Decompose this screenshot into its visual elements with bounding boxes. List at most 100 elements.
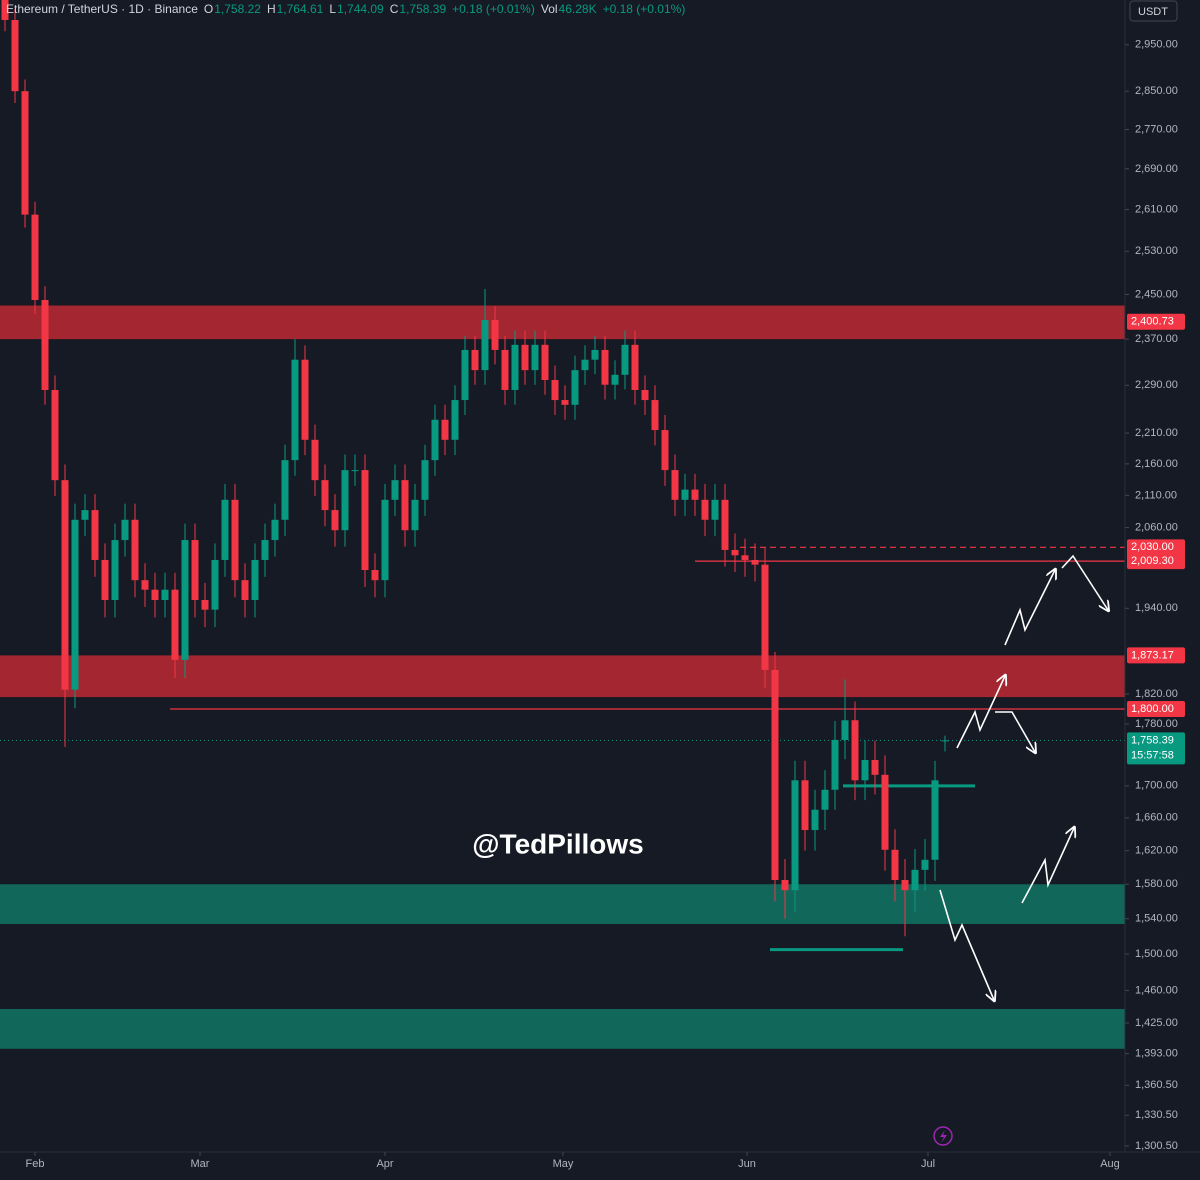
candle-body [591,349,599,360]
candle-body [401,480,409,531]
candle-body [921,859,929,870]
candle-body [871,759,879,775]
header-h-label: H [267,2,276,16]
candle-body [911,869,919,891]
y-tick-label: 1,660.00 [1135,812,1178,824]
y-tick-label: 2,950.00 [1135,39,1178,51]
candle-body [751,559,759,565]
candle-body [691,489,699,500]
y-tick-label: 2,370.00 [1135,333,1178,345]
candle-body [821,789,829,810]
y-tick-label: 1,425.00 [1135,1017,1178,1029]
y-tick-label: 2,530.00 [1135,245,1178,257]
candle-body [931,780,939,860]
y-tick-label: 1,580.00 [1135,878,1178,890]
y-tick-label: 2,690.00 [1135,163,1178,175]
candle-body [831,739,839,790]
candle-body [701,499,709,520]
candle-body [781,879,789,891]
candle-body [31,214,39,300]
candle-body [901,879,909,891]
y-tick-label: 2,850.00 [1135,85,1178,97]
candle-body [531,344,539,371]
y-tick-label: 1,780.00 [1135,718,1178,730]
candle-body [801,780,809,831]
y-tick-label: 1,460.00 [1135,984,1178,996]
header-o: 1,758.22 [214,2,261,16]
header-l: 1,744.09 [337,2,384,16]
candle-body [511,344,519,390]
zone [0,655,1125,698]
candle-body [311,439,319,481]
header-vol-label: Vol [541,2,558,16]
candle-body [161,589,169,600]
candle-body [171,589,179,660]
price-label-box [1127,700,1185,717]
candle-body [191,540,199,600]
candle-body [741,555,749,560]
candle-body [661,430,669,471]
watermark: @TedPillows [472,828,643,859]
candle-body [861,759,869,781]
candle-body [141,580,149,590]
price-label-box [1127,539,1185,556]
header-h: 1,764.61 [277,2,324,16]
candle-body [471,349,479,371]
currency: USDT [1138,6,1168,18]
candle-body [491,319,499,350]
candle-body [651,400,659,431]
header: Ethereum / TetherUS · 1D · Binance O 1,758… [6,2,685,16]
price-label-box [1127,732,1185,765]
y-tick-label: 2,770.00 [1135,123,1178,135]
projection-arrows [939,554,1108,1000]
candle-body [281,460,289,520]
candle-body [501,349,509,390]
candle-body [81,510,89,520]
candle-body [881,774,889,850]
candle-body [941,740,949,742]
y-tick-label: 2,610.00 [1135,203,1178,215]
y-tick-label: 2,160.00 [1135,458,1178,470]
price-label-box [1127,313,1185,330]
header-vol: 46.28K [559,2,597,16]
lightning-icon[interactable] [933,1126,953,1146]
price-label: 1,758.39 [1131,734,1174,746]
candle-body [221,499,229,560]
candle-body [111,540,119,600]
candle-body [521,344,529,371]
arrow [1021,828,1074,904]
candle-body [11,19,19,92]
y-tick-label: 2,060.00 [1135,521,1178,533]
header-o-label: O [204,2,213,16]
arrow [956,676,1005,749]
candle-body [551,380,559,401]
candle-body [121,519,129,541]
candle-body [251,559,259,600]
candle-body [541,344,549,381]
y-tick-label: 2,210.00 [1135,427,1178,439]
x-tick-label: Apr [376,1158,393,1170]
candle-body [51,389,59,481]
y-tick-label: 1,620.00 [1135,845,1178,857]
candle-body [341,470,349,531]
y-tick-label: 1,820.00 [1135,688,1178,700]
candle-body [201,599,209,610]
candle-body [381,499,389,581]
y-tick-label: 1,940.00 [1135,602,1178,614]
candle-body [451,400,459,440]
candle-body [291,359,299,461]
candle-body [891,849,899,880]
candle-body [271,519,279,541]
candle-body [1,0,9,20]
candle-body [601,349,609,385]
candle-body [581,359,589,371]
countdown: 15:57:58 [1131,749,1174,761]
header-vol-change: +0.18 (+0.01%) [603,2,686,16]
price-label: 2,400.73 [1131,316,1174,328]
candle-body [301,359,309,440]
currency-box[interactable] [1129,0,1178,22]
candle-body [371,570,379,581]
candle-body [391,480,399,500]
y-tick-label: 2,450.00 [1135,288,1178,300]
candle-body [351,470,359,472]
